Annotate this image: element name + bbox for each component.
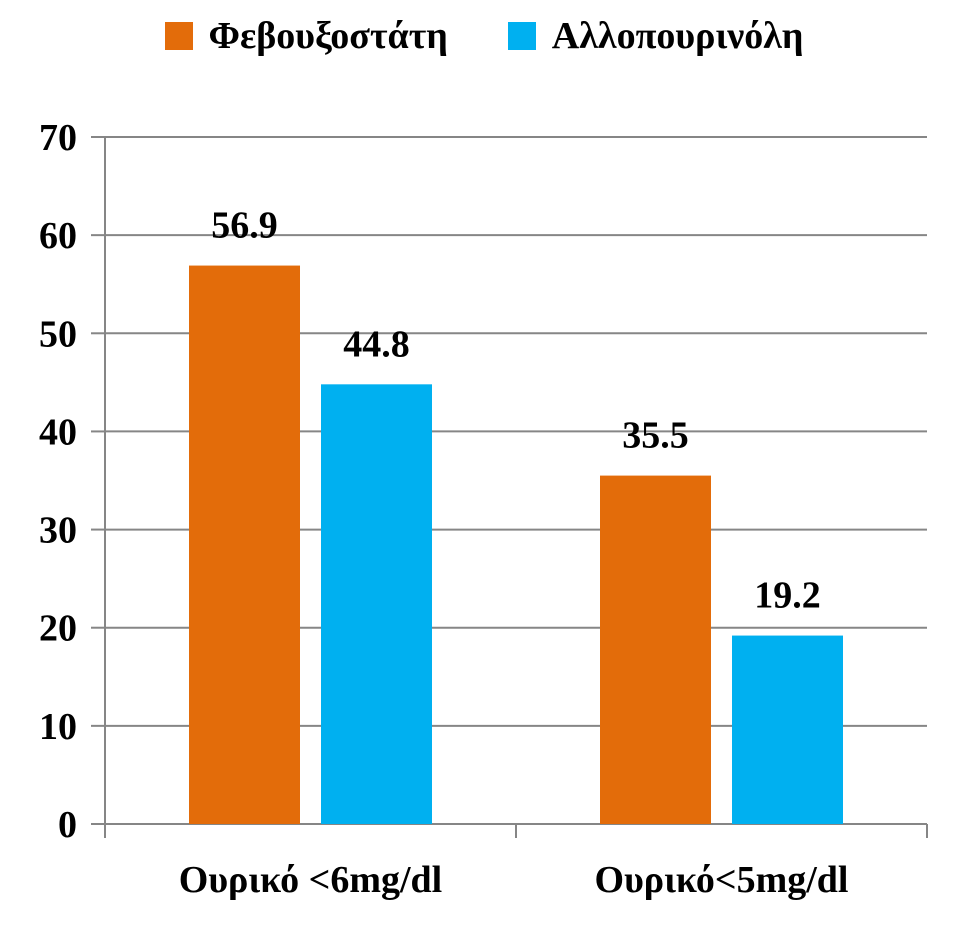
y-tick-label-2: 20 <box>39 608 77 650</box>
y-tick-label-0: 0 <box>58 804 77 846</box>
bar-series-0-cat-0 <box>189 265 300 824</box>
legend: Φεβουξοστάτη Αλλοπουρινόλη <box>0 14 968 58</box>
bar-series-1-cat-1 <box>732 635 843 824</box>
y-tick-label-5: 50 <box>39 313 77 355</box>
y-tick-label-4: 40 <box>39 411 77 453</box>
legend-item-series-1: Αλλοπουρινόλη <box>507 14 804 58</box>
x-category-label-0: Ουρικό <6mg/dl <box>179 859 442 901</box>
legend-swatch-series-0 <box>164 22 193 50</box>
legend-label-series-1: Αλλοπουρινόλη <box>551 15 804 57</box>
bar-series-0-cat-1 <box>600 475 711 824</box>
data-label-series-1-cat-0: 44.8 <box>343 323 410 365</box>
data-label-series-0-cat-1: 35.5 <box>622 415 689 457</box>
y-tick-label-7: 70 <box>39 117 77 159</box>
data-label-series-1-cat-1: 19.2 <box>754 575 821 617</box>
bar-series-1-cat-0 <box>321 384 432 824</box>
x-category-label-1: Ουρικό<5mg/dl <box>595 859 849 901</box>
legend-item-series-0: Φεβουξοστάτη <box>164 14 448 58</box>
y-tick-label-3: 30 <box>39 510 77 552</box>
legend-swatch-series-1 <box>507 22 536 50</box>
data-label-series-0-cat-0: 56.9 <box>211 205 278 247</box>
legend-label-series-0: Φεβουξοστάτη <box>208 15 448 57</box>
y-tick-label-1: 10 <box>39 706 77 748</box>
y-tick-label-6: 60 <box>39 215 77 257</box>
